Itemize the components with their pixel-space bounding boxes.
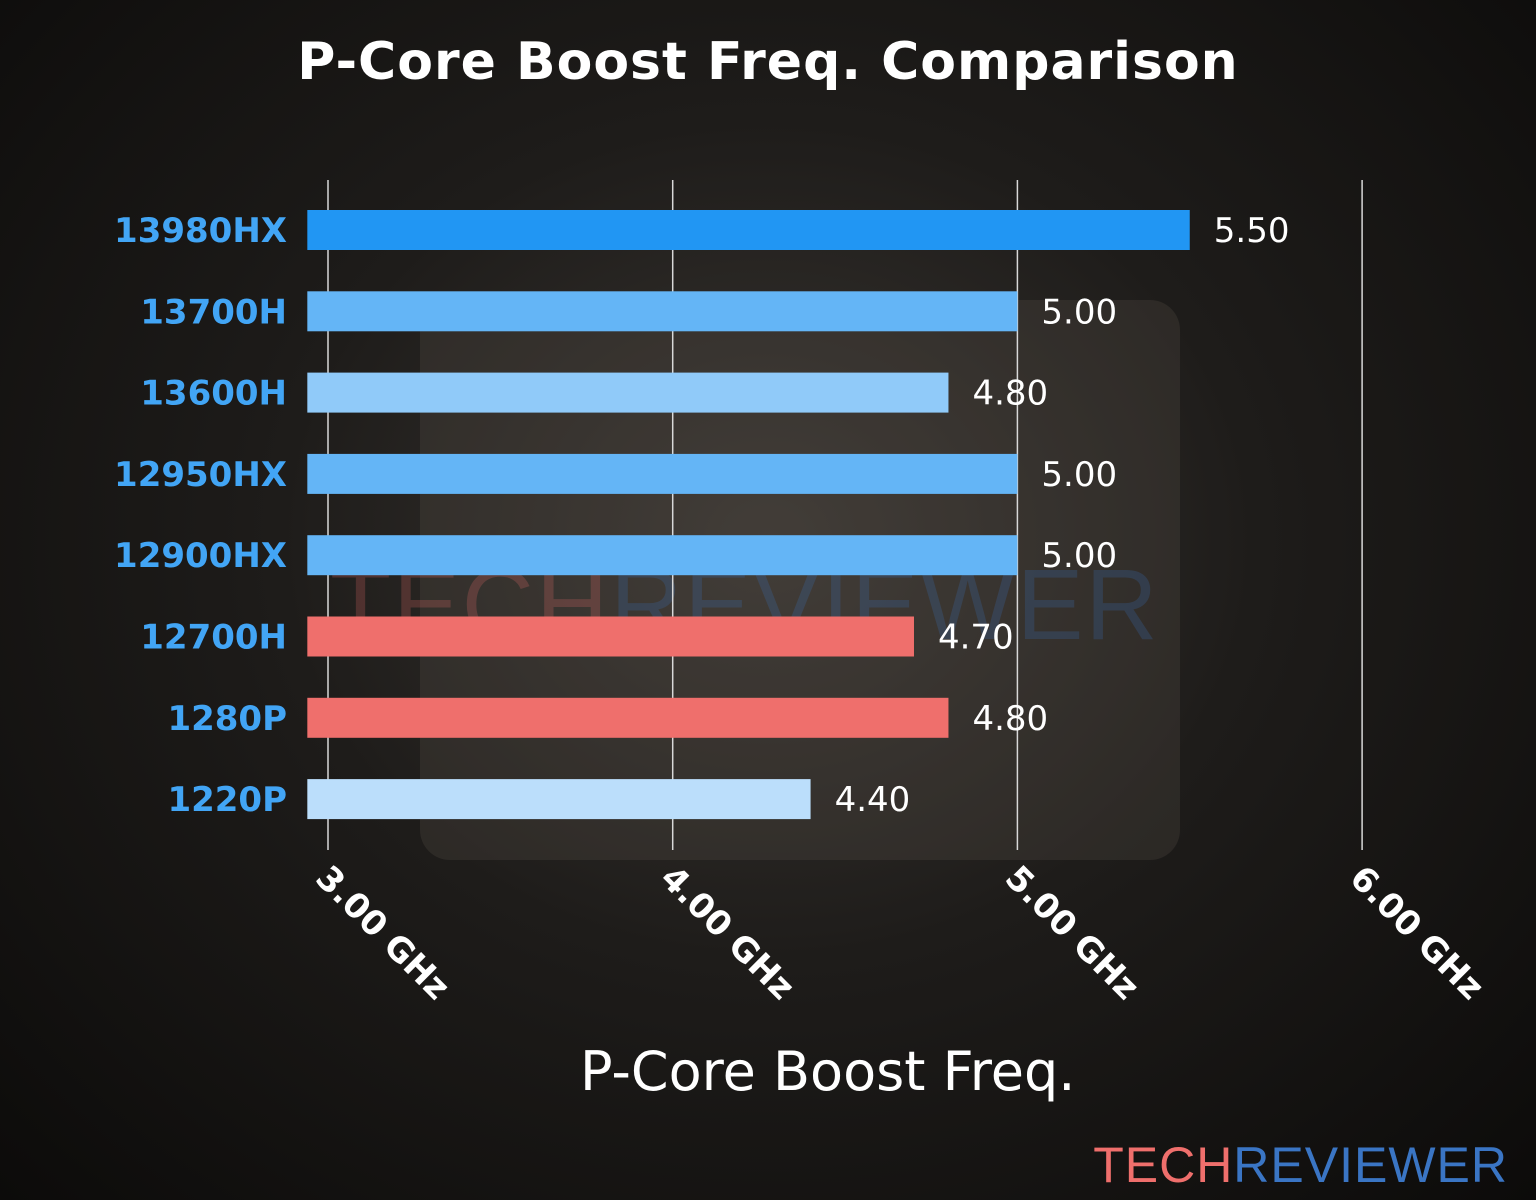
category-label: 13980HX (114, 211, 287, 251)
bar (307, 535, 1018, 576)
x-tick-label: 4.00 GHz (652, 858, 802, 1008)
x-axis-label: P-Core Boost Freq. (580, 1040, 1076, 1103)
chart-title: P-Core Boost Freq. Comparison (297, 32, 1239, 92)
logo: TECHREVIEWER (1093, 1136, 1508, 1194)
value-label: 4.70 (938, 618, 1014, 658)
value-label: 4.80 (972, 699, 1048, 739)
bar (307, 697, 949, 738)
bar (307, 372, 949, 413)
x-tick-label: 6.00 GHz (1342, 858, 1492, 1008)
logo-reviewer: REVIEWER (1233, 1137, 1508, 1193)
category-label: 12950HX (114, 455, 287, 495)
value-label: 5.00 (1041, 536, 1117, 576)
x-tick-label: 5.00 GHz (997, 858, 1147, 1008)
x-tick-label: 3.00 GHz (308, 858, 458, 1008)
category-label: 1280P (167, 699, 287, 739)
bar (307, 616, 914, 657)
category-label: 13600H (140, 374, 287, 414)
value-label: 4.40 (835, 780, 911, 820)
bar (307, 291, 1018, 332)
bar (307, 779, 811, 820)
value-label: 5.00 (1041, 455, 1117, 495)
value-label: 5.50 (1214, 211, 1290, 251)
category-label: 1220P (167, 780, 287, 820)
bar (307, 453, 1018, 494)
value-label: 4.80 (972, 374, 1048, 414)
value-label: 5.00 (1041, 292, 1117, 332)
bar (307, 210, 1190, 250)
category-label: 12700H (140, 618, 287, 658)
category-label: 13700H (140, 292, 287, 332)
category-label: 12900HX (114, 536, 287, 576)
logo-tech: TECH (1093, 1137, 1234, 1193)
